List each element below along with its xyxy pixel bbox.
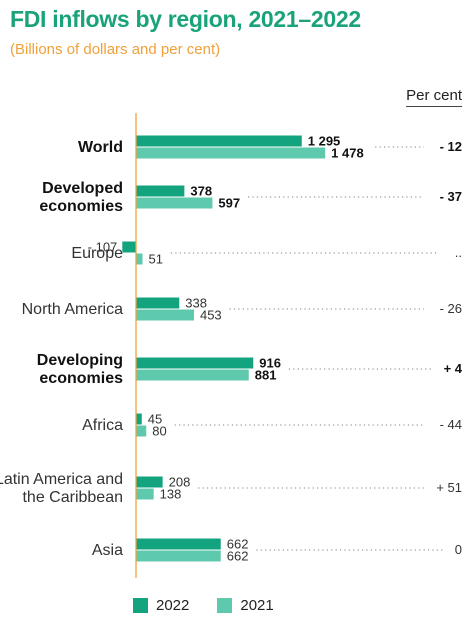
- value-label-2022-europe: - 107: [88, 240, 118, 255]
- bar-2021-latin-america-and-the-caribbean: [136, 488, 154, 500]
- bar-2021-world: [136, 147, 326, 159]
- value-label-2021-latin-america-and-the-caribbean: 138: [160, 487, 182, 502]
- region-label-latin-america-and-the-caribbean-line1: Latin America and: [0, 471, 123, 488]
- value-label-2021-north-america: 453: [200, 308, 222, 323]
- value-label-2021-developed-economies: 597: [218, 196, 240, 211]
- bar-2021-developed-economies: [136, 197, 213, 209]
- region-label-north-america: North America: [22, 301, 123, 318]
- bar-2022-europe: [122, 241, 136, 253]
- value-label-2022-developed-economies: 378: [190, 184, 212, 199]
- bar-2021-asia: [136, 550, 221, 562]
- percent-change-africa: - 44: [440, 417, 462, 432]
- value-label-2022-north-america: 338: [185, 296, 207, 311]
- percent-change-developed-economies: - 37: [440, 189, 462, 204]
- bar-2021-developing-economies: [136, 369, 249, 381]
- chart-subtitle: (Billions of dollars and per cent): [10, 41, 221, 58]
- region-label-latin-america-and-the-caribbean-line2: the Caribbean: [22, 489, 123, 506]
- value-label-2021-europe: 51: [149, 252, 163, 267]
- bar-2021-europe: [136, 253, 143, 265]
- value-label-2021-asia: 662: [227, 549, 249, 564]
- percent-change-asia: 0: [455, 542, 462, 557]
- bar-2022-asia: [136, 538, 221, 550]
- legend-label-2021: 2021: [240, 597, 274, 614]
- value-label-2022-developing-economies: 916: [259, 356, 281, 371]
- value-label-2021-world: 1 478: [331, 146, 364, 161]
- percent-change-latin-america-and-the-caribbean: + 51: [436, 480, 462, 495]
- bar-2021-north-america: [136, 309, 194, 321]
- legend-item-2021: 2021: [217, 597, 274, 614]
- value-label-2022-world: 1 295: [308, 134, 341, 149]
- region-label-developing-economies-line2: economies: [39, 370, 123, 387]
- bar-2021-africa: [136, 425, 147, 437]
- region-label-developing-economies-line1: Developing: [37, 352, 123, 369]
- value-label-2022-latin-america-and-the-caribbean: 208: [169, 475, 191, 490]
- bar-2022-world: [136, 135, 302, 147]
- legend-swatch-2021: [217, 598, 233, 613]
- percent-change-world: - 12: [440, 139, 462, 154]
- region-label-developed-economies-line1: Developed: [42, 180, 123, 197]
- region-label-developed-economies-line2: economies: [39, 198, 123, 215]
- bar-2022-developing-economies: [136, 357, 254, 369]
- bar-2022-north-america: [136, 297, 180, 309]
- value-label-2021-developing-economies: 881: [255, 368, 277, 383]
- region-label-africa: Africa: [82, 417, 123, 434]
- percent-change-developing-economies: + 4: [444, 361, 463, 376]
- legend-item-2022: 2022: [133, 597, 189, 614]
- value-label-2021-africa: 80: [152, 424, 166, 439]
- bar-2022-latin-america-and-the-caribbean: [136, 476, 163, 488]
- chart-title: FDI inflows by region, 2021–2022: [10, 6, 361, 32]
- percent-change-europe: ..: [455, 245, 462, 260]
- percent-column-header: Per cent: [406, 87, 462, 107]
- legend-swatch-2022: [133, 598, 148, 613]
- percent-change-north-america: - 26: [440, 301, 462, 316]
- value-label-2022-africa: 45: [148, 412, 162, 427]
- legend-label-2022: 2022: [156, 597, 190, 614]
- region-label-world: World: [78, 139, 123, 156]
- value-label-2022-asia: 662: [227, 537, 249, 552]
- region-label-asia: Asia: [92, 542, 123, 559]
- region-label-europe: Europe: [71, 245, 123, 262]
- legend: 2022 2021: [133, 597, 302, 614]
- bar-2022-developed-economies: [136, 185, 185, 197]
- bar-2022-africa: [136, 413, 142, 425]
